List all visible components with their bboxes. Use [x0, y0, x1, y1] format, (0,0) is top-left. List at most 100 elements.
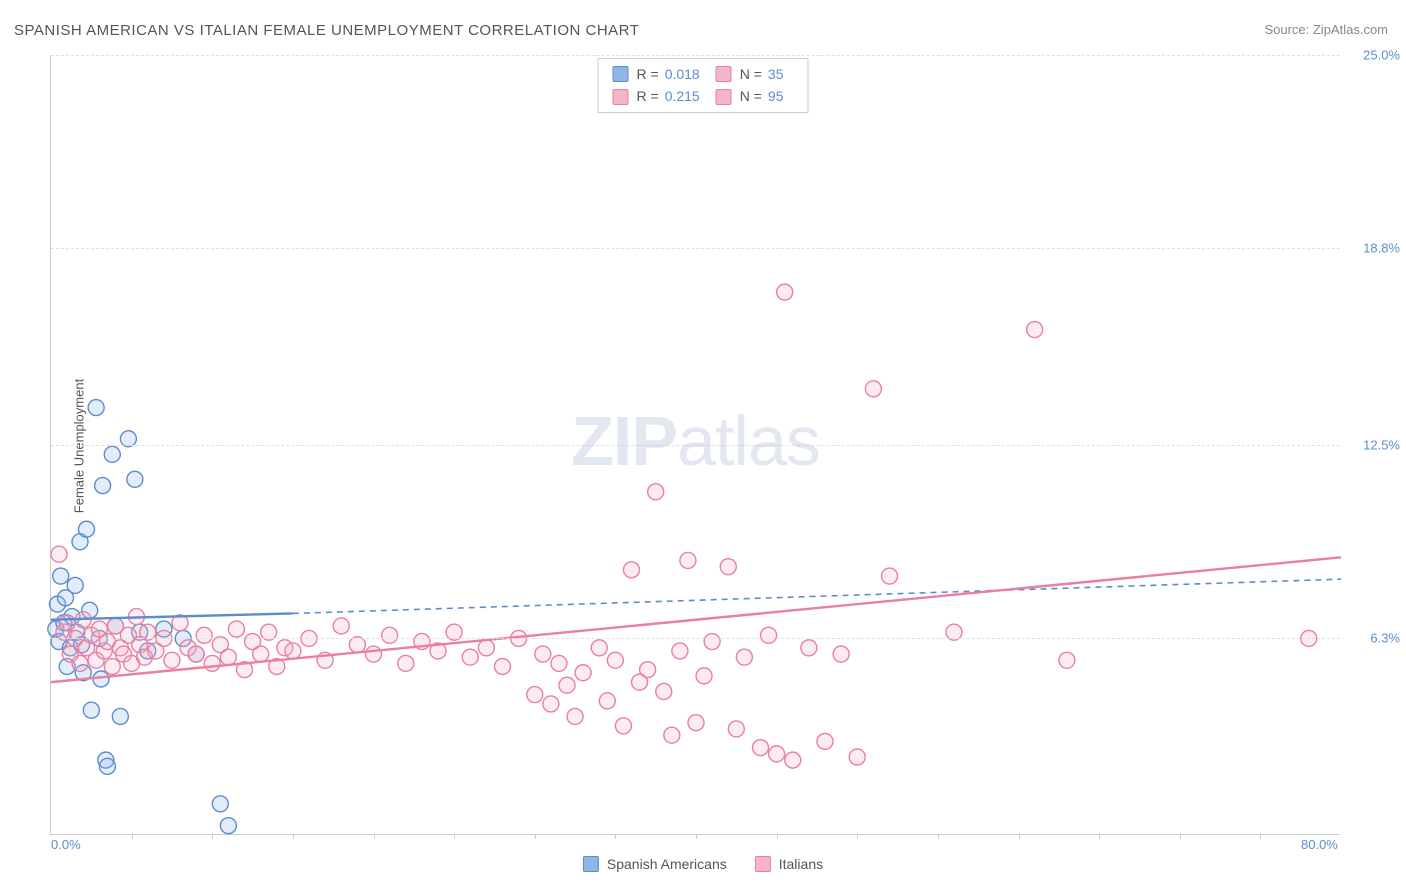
data-point: [95, 478, 111, 494]
data-point: [833, 646, 849, 662]
xtick-mark: [1099, 834, 1100, 839]
legend-row-series-0: R = 0.018 N = 35: [613, 63, 794, 85]
data-point: [285, 643, 301, 659]
data-point: [567, 708, 583, 724]
gridline: [51, 638, 1340, 639]
ytick-label: 6.3%: [1350, 631, 1400, 646]
data-point: [104, 446, 120, 462]
data-point: [253, 646, 269, 662]
data-point: [112, 708, 128, 724]
data-point: [761, 627, 777, 643]
xtick-mark: [938, 834, 939, 839]
data-point: [785, 752, 801, 768]
data-point: [1059, 652, 1075, 668]
data-point: [164, 652, 180, 668]
data-point: [615, 718, 631, 734]
data-point: [333, 618, 349, 634]
trend-line-solid: [51, 557, 1341, 682]
chart-container: SPANISH AMERICAN VS ITALIAN FEMALE UNEMP…: [0, 0, 1406, 892]
ytick-label: 12.5%: [1350, 438, 1400, 453]
xtick-mark: [1019, 834, 1020, 839]
xtick-label: 0.0%: [51, 837, 81, 852]
data-point: [220, 649, 236, 665]
data-point: [769, 746, 785, 762]
data-point: [559, 677, 575, 693]
data-point: [680, 552, 696, 568]
data-point: [366, 646, 382, 662]
data-point: [704, 634, 720, 650]
data-point: [495, 659, 511, 675]
data-point: [575, 665, 591, 681]
data-point: [624, 562, 640, 578]
xtick-mark: [1180, 834, 1181, 839]
data-point: [51, 546, 67, 562]
data-point: [736, 649, 752, 665]
legend-label-1: Italians: [779, 856, 823, 872]
chart-title: SPANISH AMERICAN VS ITALIAN FEMALE UNEMP…: [14, 22, 639, 39]
xtick-mark: [535, 834, 536, 839]
swatch-series-1b: [613, 89, 629, 105]
gridline: [51, 248, 1340, 249]
data-point: [188, 646, 204, 662]
gridline: [51, 445, 1340, 446]
data-point: [801, 640, 817, 656]
legend-correlation: R = 0.018 N = 35 R = 0.215 N = 95: [598, 58, 809, 113]
data-point: [543, 696, 559, 712]
data-point: [53, 568, 69, 584]
swatch-bottom-0: [583, 856, 599, 872]
data-point: [72, 655, 88, 671]
swatch-series-0: [613, 66, 629, 82]
data-point: [688, 715, 704, 731]
data-point: [535, 646, 551, 662]
ytick-label: 25.0%: [1350, 48, 1400, 63]
data-point: [220, 818, 236, 834]
data-point: [1027, 322, 1043, 338]
data-point: [382, 627, 398, 643]
xtick-mark: [132, 834, 133, 839]
data-point: [228, 621, 244, 637]
data-point: [882, 568, 898, 584]
data-point: [648, 484, 664, 500]
source-label: Source: ZipAtlas.com: [1264, 22, 1388, 37]
data-point: [204, 655, 220, 671]
data-point: [672, 643, 688, 659]
xtick-mark: [454, 834, 455, 839]
legend-item-1: Italians: [755, 856, 823, 872]
data-point: [753, 740, 769, 756]
gridline: [51, 55, 1340, 56]
xtick-mark: [1260, 834, 1261, 839]
swatch-series-1a: [716, 66, 732, 82]
data-point: [640, 662, 656, 678]
data-point: [817, 733, 833, 749]
legend-row-series-1: R = 0.215 N = 95: [613, 85, 794, 107]
xtick-label: 80.0%: [1301, 837, 1338, 852]
data-point: [398, 655, 414, 671]
data-point: [849, 749, 865, 765]
data-point: [88, 400, 104, 416]
xtick-mark: [212, 834, 213, 839]
legend-item-0: Spanish Americans: [583, 856, 727, 872]
data-point: [599, 693, 615, 709]
data-point: [83, 702, 99, 718]
legend-label-0: Spanish Americans: [607, 856, 727, 872]
data-point: [607, 652, 623, 668]
data-point: [67, 577, 83, 593]
xtick-mark: [293, 834, 294, 839]
xtick-mark: [696, 834, 697, 839]
data-point: [696, 668, 712, 684]
data-point: [462, 649, 478, 665]
swatch-series-1c: [716, 89, 732, 105]
data-point: [527, 687, 543, 703]
data-point: [104, 659, 120, 675]
data-point: [728, 721, 744, 737]
data-point: [720, 559, 736, 575]
data-point: [865, 381, 881, 397]
swatch-bottom-1: [755, 856, 771, 872]
data-point: [664, 727, 680, 743]
data-point: [212, 796, 228, 812]
data-point: [78, 521, 94, 537]
legend-series: Spanish Americans Italians: [583, 856, 823, 872]
xtick-mark: [615, 834, 616, 839]
plot-area: ZIPatlas 6.3%12.5%18.8%25.0%0.0%80.0%: [50, 55, 1340, 835]
data-point: [196, 627, 212, 643]
